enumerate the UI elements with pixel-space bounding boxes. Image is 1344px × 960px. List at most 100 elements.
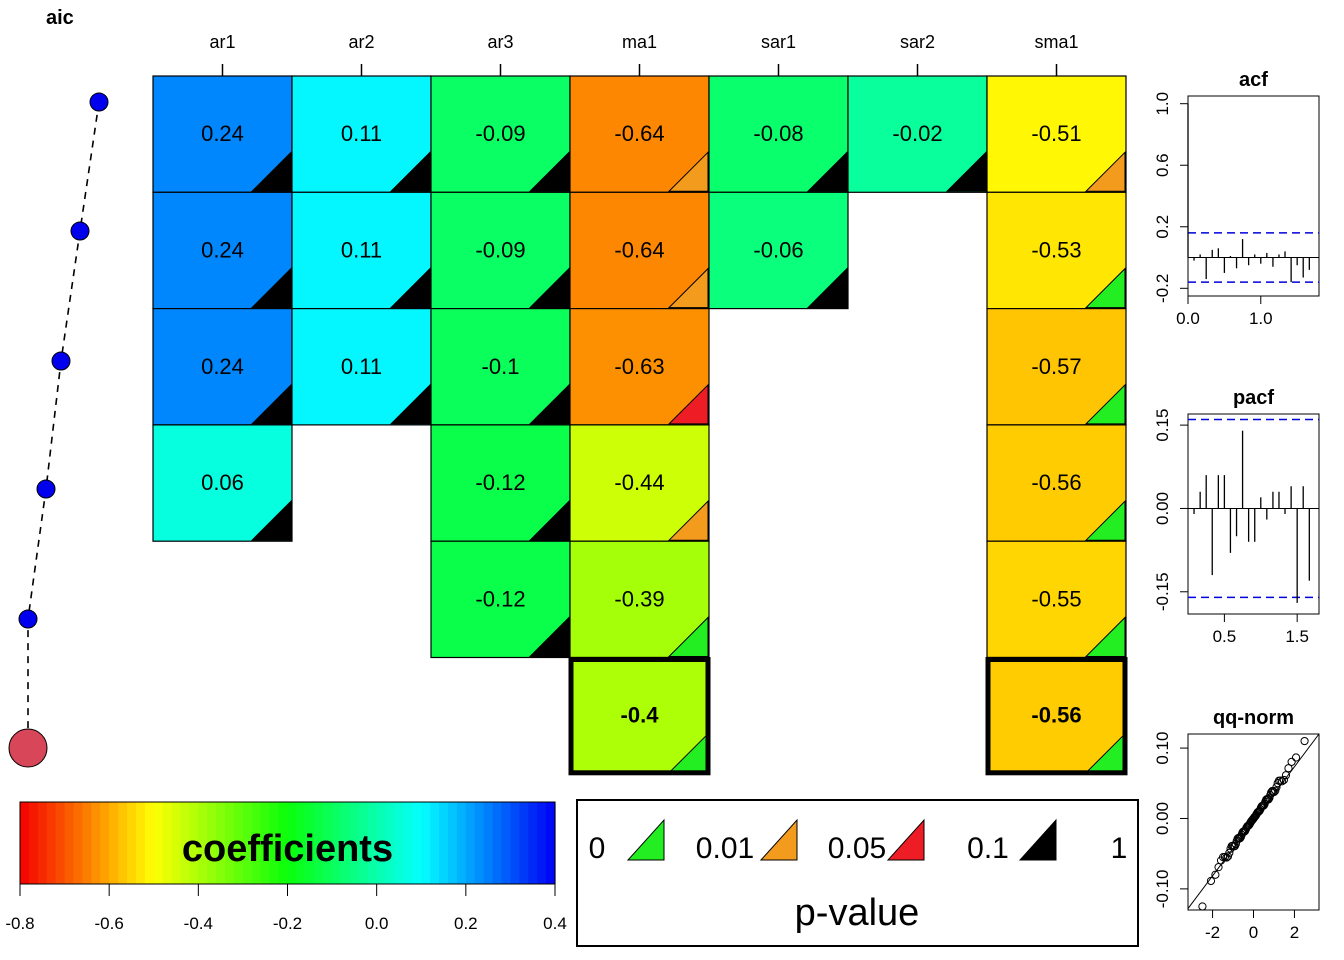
qq-point — [1211, 870, 1220, 879]
colorbar-segment — [225, 802, 235, 884]
colorbar-segment — [465, 802, 476, 884]
aic-point — [70, 221, 90, 241]
colorbar-tick-label: -0.8 — [5, 914, 34, 933]
colorbar-segment — [287, 802, 298, 884]
pvalue-triangle — [945, 151, 987, 192]
colorbar-segment — [180, 802, 191, 884]
coefficient-cell — [430, 308, 571, 426]
colorbar-segment — [394, 802, 405, 884]
aic-line — [27, 101, 100, 748]
coefficient-value: -0.63 — [614, 354, 664, 379]
aic-point — [51, 351, 71, 371]
colorbar-segment — [109, 802, 119, 884]
pvalue-triangle — [1084, 151, 1126, 192]
colorbar-segment — [349, 802, 360, 884]
pvalue-swatch — [626, 818, 665, 861]
panel-title: acf — [1239, 69, 1268, 91]
colorbar-segment — [144, 802, 155, 884]
colorbar-segment — [448, 802, 458, 884]
colorbar-segment — [242, 802, 253, 884]
qq-point — [1281, 771, 1291, 780]
colorbar-label: coefficients — [182, 828, 393, 870]
y-tick-label: -0.15 — [1153, 572, 1172, 611]
coefficient-value: -0.39 — [614, 586, 664, 611]
coefficient-value: -0.09 — [475, 121, 525, 146]
pvalue-break-label: 0 — [589, 832, 606, 865]
colorbar-segment — [153, 802, 164, 884]
coefficient-value: 0.11 — [341, 354, 382, 379]
colorbar-segment — [456, 802, 467, 884]
selected-model-frame — [568, 657, 711, 776]
coefficient-value: -0.64 — [614, 237, 664, 262]
pvalue-break-label: 0.01 — [696, 832, 754, 865]
colorbar-segment — [260, 802, 271, 884]
colorbar-segment — [439, 802, 449, 884]
coefficient-cell — [569, 424, 710, 542]
colorbar-segment — [367, 802, 378, 884]
pvalue-triangle — [806, 151, 848, 192]
y-tick-label: -0.2 — [1153, 274, 1172, 303]
colorbar-segment — [528, 802, 538, 884]
colorbar-segment — [198, 802, 208, 884]
qq-point — [1287, 757, 1296, 766]
coefficient-value: -0.44 — [614, 470, 664, 495]
pvalue-swatch — [759, 818, 798, 861]
y-tick-label: 0.15 — [1153, 409, 1172, 442]
coefficient-value: -0.12 — [475, 586, 525, 611]
colorbar-segment — [332, 802, 342, 884]
pvalue-triangle — [250, 267, 292, 309]
qq-point — [1279, 775, 1289, 785]
qq-point — [1271, 786, 1280, 795]
pvalue-swatch — [1018, 818, 1057, 861]
colorbar-tick-label: 0.2 — [454, 914, 478, 933]
pvalue-triangle — [667, 616, 709, 657]
coefficient-cell — [569, 191, 710, 310]
coefficient-cell — [430, 191, 571, 310]
colorbar-segment — [73, 802, 84, 884]
qq-point — [1270, 787, 1279, 797]
qq-point — [1206, 876, 1216, 886]
qq-point — [1222, 853, 1231, 862]
pvalue-triangle — [250, 151, 292, 192]
colorbar-tick-label: -0.2 — [273, 914, 302, 933]
x-tick-label: -2 — [1205, 923, 1220, 942]
colorbar-segment — [20, 802, 30, 884]
colorbar-segment — [100, 802, 110, 884]
pvalue-triangle — [250, 383, 292, 425]
pvalue-triangle — [1084, 616, 1126, 657]
pvalue-triangle — [667, 267, 709, 309]
coefficient-value: -0.09 — [475, 237, 525, 262]
coefficient-value: -0.56 — [1031, 703, 1081, 728]
colorbar-tick-label: -0.4 — [184, 914, 213, 933]
colorbar-segment — [46, 802, 57, 884]
colorbar-segment — [296, 802, 306, 884]
aic-selected-point — [8, 728, 48, 768]
y-tick-label: -0.10 — [1153, 870, 1172, 909]
coefficient-cell — [986, 424, 1127, 542]
coefficient-cell — [569, 308, 710, 426]
colorbar-segment — [376, 802, 387, 884]
aic-point — [36, 479, 56, 499]
coefficient-cell — [986, 75, 1127, 193]
panel-title: pacf — [1233, 387, 1274, 409]
pvalue-triangle — [1084, 499, 1126, 541]
coefficient-value: 0.24 — [201, 354, 244, 379]
qq-point — [1291, 753, 1301, 762]
colorbar-segment — [135, 802, 146, 884]
x-tick-label: 2 — [1290, 923, 1299, 942]
pvalue-break-label: 1 — [1111, 832, 1128, 865]
qq-point — [1284, 764, 1293, 773]
coefficient-colorbar: coefficients -0.8 -0.6 -0.4 -0.2 0.0 0.2 0.4 — [5, 801, 567, 933]
colorbar-segment — [537, 802, 547, 884]
coefficient-value: -0.51 — [1031, 121, 1081, 146]
coefficient-cell — [430, 540, 571, 659]
aic-title: aic — [46, 7, 74, 29]
pvalue-triangle — [389, 267, 431, 309]
coefficient-cell — [986, 308, 1127, 426]
pvalue-triangle — [528, 499, 570, 541]
colorbar-segment — [323, 802, 333, 884]
pvalue-triangle — [667, 151, 709, 192]
colorbar-segment — [278, 802, 289, 884]
colorbar-segment — [234, 802, 244, 884]
